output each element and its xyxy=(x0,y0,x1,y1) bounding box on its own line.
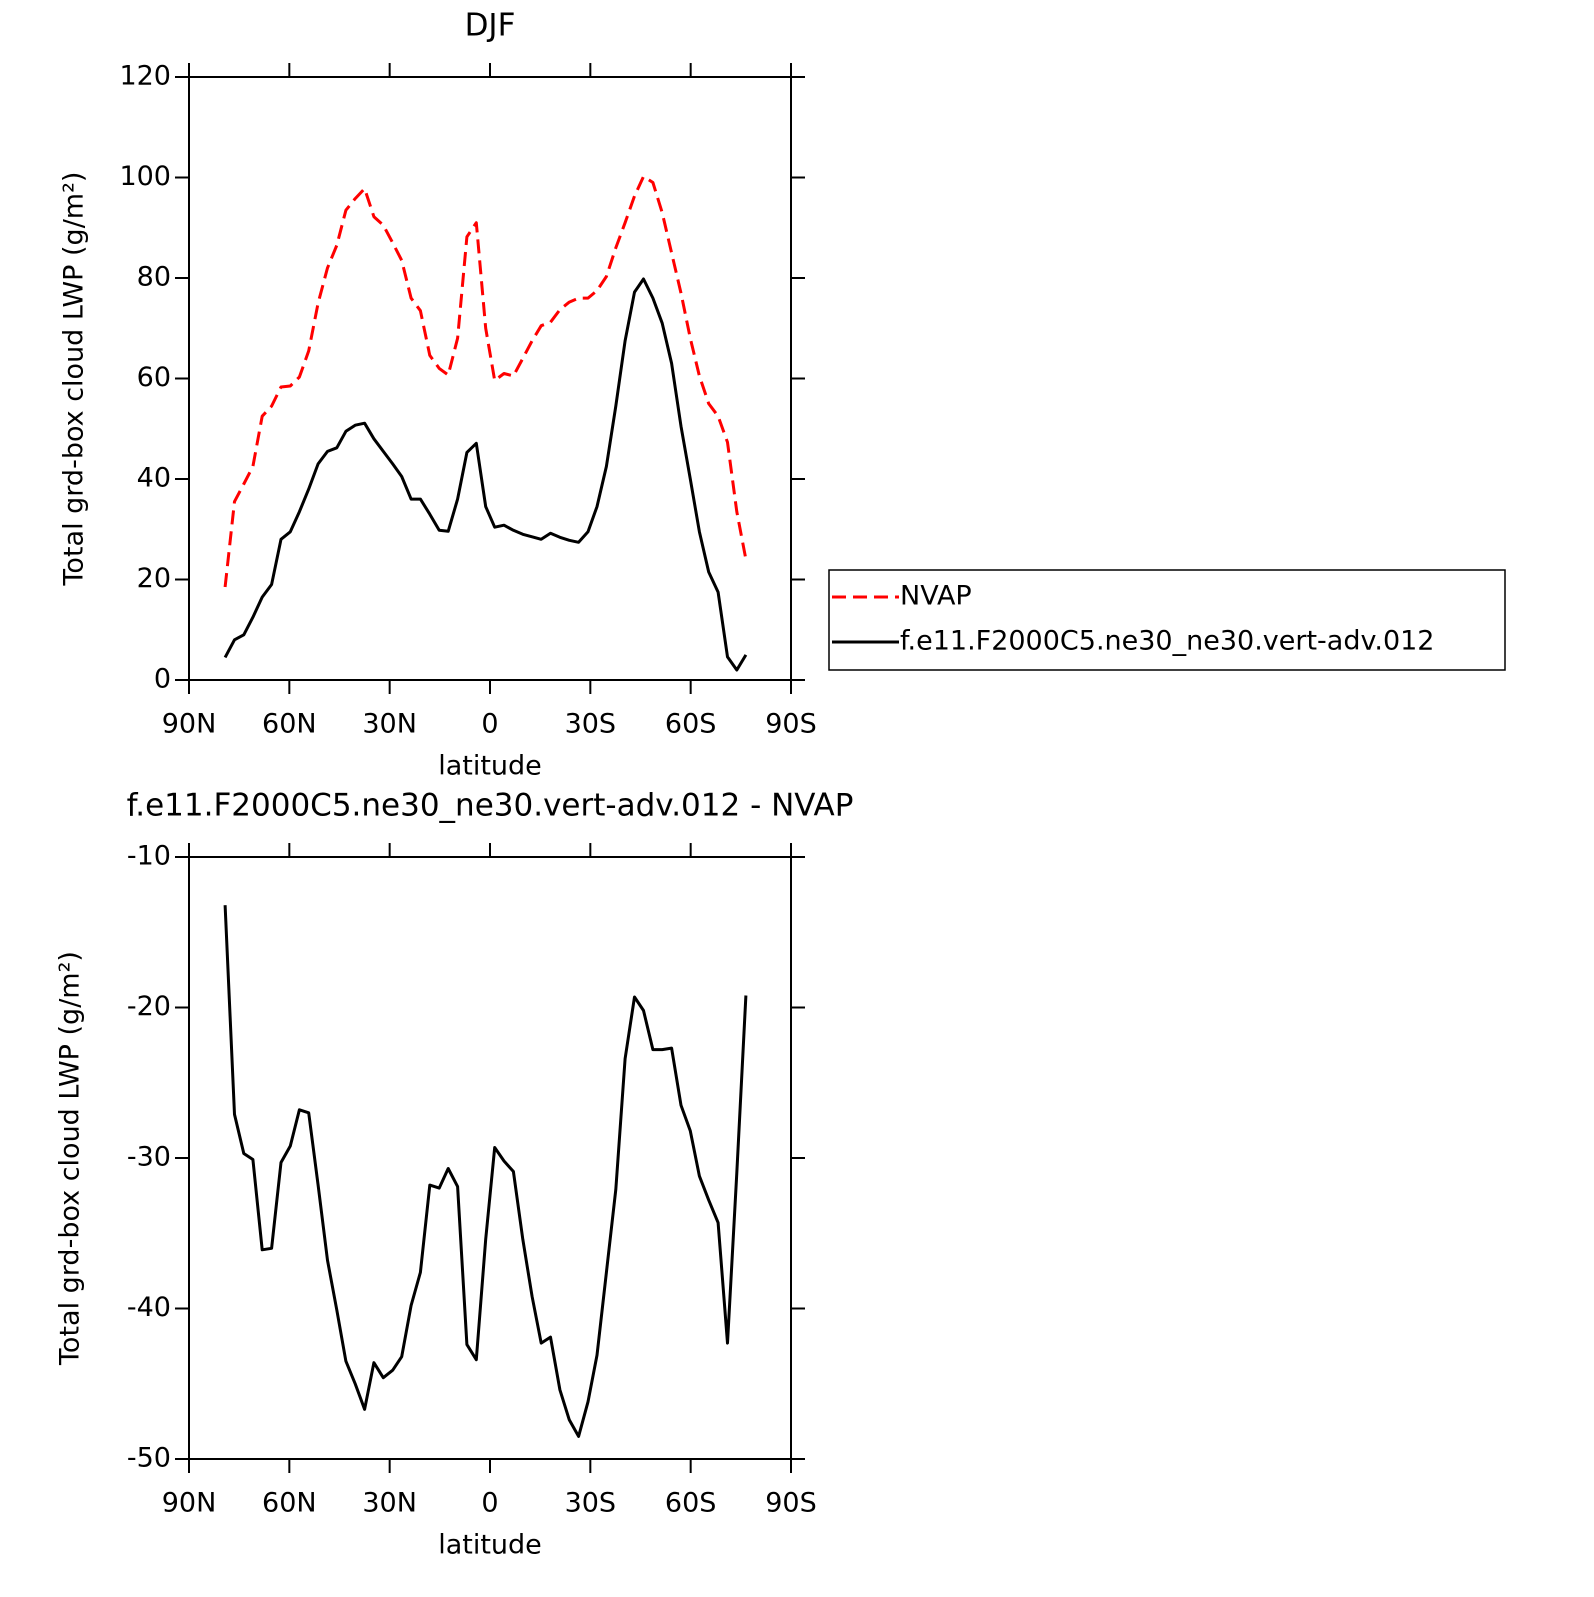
x-axis-label: latitude xyxy=(438,751,542,782)
x-tick-label: 60S xyxy=(665,1488,717,1519)
legend-label: f.e11.F2000C5.ne30_ne30.vert-adv.012 xyxy=(900,626,1434,657)
x-tick-label: 90N xyxy=(162,709,217,740)
x-tick-label: 0 xyxy=(481,1488,498,1519)
x-tick-label: 60N xyxy=(262,709,317,740)
x-tick-label: 0 xyxy=(481,709,498,740)
y-tick-label: 80 xyxy=(137,262,171,293)
data-line xyxy=(223,175,748,588)
legend-box xyxy=(828,569,1506,671)
chart-title: f.e11.F2000C5.ne30_ne30.vert-adv.012 - N… xyxy=(127,788,854,824)
legend-label: NVAP xyxy=(900,581,972,612)
x-tick-label: 30S xyxy=(565,1488,617,1519)
plot-frame xyxy=(188,76,792,681)
x-axis-label: latitude xyxy=(438,1530,542,1561)
data-line xyxy=(223,277,748,672)
y-tick-label: 100 xyxy=(119,161,171,192)
plot-frame xyxy=(188,856,792,1460)
x-tick-label: 90N xyxy=(162,1488,217,1519)
x-tick-label: 60N xyxy=(262,1488,317,1519)
y-tick-label: 120 xyxy=(119,61,171,92)
x-tick-label: 90S xyxy=(765,709,817,740)
y-tick-label: -20 xyxy=(127,991,171,1022)
x-tick-label: 60S xyxy=(665,709,717,740)
y-tick-label: 60 xyxy=(137,362,171,393)
y-tick-label: -40 xyxy=(127,1292,171,1323)
x-tick-label: 30S xyxy=(565,709,617,740)
y-tick-label: 0 xyxy=(154,664,171,695)
y-tick-label: 40 xyxy=(137,463,171,494)
x-tick-label: 30N xyxy=(362,709,417,740)
data-line xyxy=(223,905,748,1438)
y-tick-label: -50 xyxy=(127,1443,171,1474)
x-tick-label: 90S xyxy=(765,1488,817,1519)
y-tick-label: -30 xyxy=(127,1142,171,1173)
x-tick-label: 30N xyxy=(362,1488,417,1519)
y-axis-label: Total grd-box cloud LWP (g/m²) xyxy=(55,951,86,1366)
y-axis-label: Total grd-box cloud LWP (g/m²) xyxy=(59,172,90,587)
chart-title: DJF xyxy=(465,8,516,44)
y-tick-label: 20 xyxy=(137,563,171,594)
y-tick-label: -10 xyxy=(127,841,171,872)
